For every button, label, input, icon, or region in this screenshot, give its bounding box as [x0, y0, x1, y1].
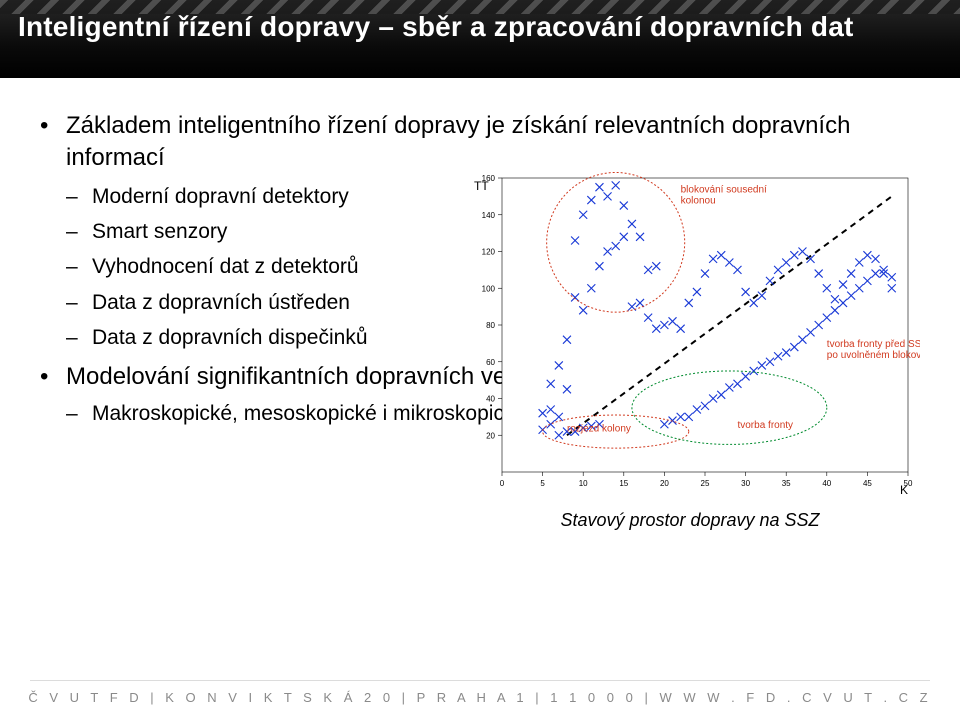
svg-text:20: 20 [660, 479, 669, 488]
bullet-1-subs: Moderní dopravní detektory Smart senzory… [66, 183, 486, 351]
state-space-chart: 2040608010012014016005101520253035404550… [460, 170, 920, 500]
svg-text:0: 0 [500, 479, 505, 488]
svg-text:100: 100 [482, 284, 496, 293]
svg-text:tvorba fronty před SSZ: tvorba fronty před SSZ [827, 339, 920, 350]
svg-text:blokování sousední: blokování sousední [681, 185, 767, 196]
svg-text:K: K [900, 483, 908, 497]
svg-text:po uvolněném blokování: po uvolněném blokování [827, 350, 920, 361]
svg-text:kolonou: kolonou [681, 196, 716, 207]
svg-text:10: 10 [579, 479, 588, 488]
sub-item: Data z dopravních ústředen [66, 289, 486, 316]
svg-text:45: 45 [863, 479, 872, 488]
svg-text:40: 40 [486, 395, 495, 404]
svg-text:20: 20 [486, 431, 495, 440]
svg-text:15: 15 [619, 479, 628, 488]
svg-text:40: 40 [822, 479, 831, 488]
svg-text:35: 35 [782, 479, 791, 488]
sub-label: Moderní dopravní detektory [92, 185, 349, 208]
slide-header: Inteligentní řízení dopravy – sběr a zpr… [0, 0, 960, 78]
footer-text: Č V U T F D | K O N V I K T S K Á 2 0 | … [28, 690, 931, 705]
svg-text:rozjezd kolony: rozjezd kolony [567, 424, 631, 435]
sub-label: Data z dopravních ústředen [92, 291, 350, 314]
chart-svg: 2040608010012014016005101520253035404550… [460, 170, 920, 500]
chart-caption: Stavový prostor dopravy na SSZ [500, 510, 880, 531]
sub-item: Smart senzory [66, 218, 486, 245]
sub-label: Vyhodnocení dat z detektorů [92, 255, 359, 278]
bullet-1-text: Základem inteligentního řízení dopravy j… [66, 112, 850, 171]
sub-item: Vyhodnocení dat z detektorů [66, 253, 486, 280]
footer-rule [30, 680, 930, 681]
svg-text:80: 80 [486, 321, 495, 330]
svg-text:25: 25 [701, 479, 710, 488]
svg-text:60: 60 [486, 358, 495, 367]
slide-body: Základem inteligentního řízení dopravy j… [40, 110, 920, 656]
svg-text:TT: TT [474, 179, 489, 193]
sub-item: Data z dopravních dispečinků [66, 324, 486, 351]
svg-text:tvorba fronty: tvorba fronty [737, 420, 793, 431]
svg-text:140: 140 [482, 211, 496, 220]
sub-item: Moderní dopravní detektory [66, 183, 486, 210]
svg-text:120: 120 [482, 248, 496, 257]
slide-footer: Č V U T F D | K O N V I K T S K Á 2 0 | … [0, 680, 960, 716]
sub-label: Smart senzory [92, 220, 227, 243]
svg-text:5: 5 [540, 479, 545, 488]
sub-label: Data z dopravních dispečinků [92, 326, 368, 349]
slide-title: Inteligentní řízení dopravy – sběr a zpr… [18, 10, 942, 44]
svg-text:30: 30 [741, 479, 750, 488]
